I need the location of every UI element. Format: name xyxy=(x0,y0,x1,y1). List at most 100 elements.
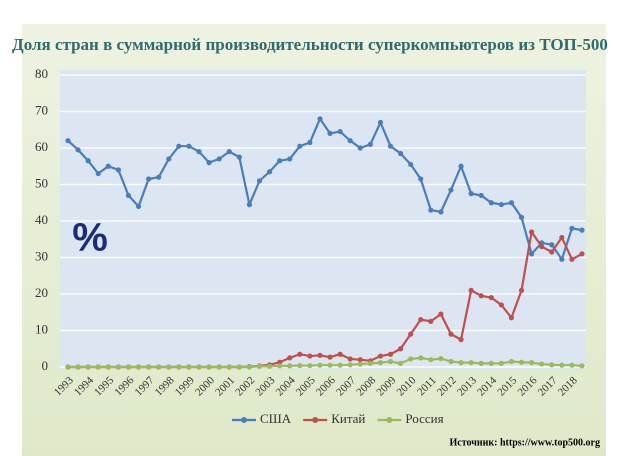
data-point xyxy=(468,287,474,293)
data-point xyxy=(307,139,313,146)
data-point xyxy=(367,141,373,147)
legend-marker xyxy=(241,417,247,423)
y-tick-label: 20 xyxy=(35,285,48,300)
data-point xyxy=(327,130,333,136)
data-point xyxy=(206,364,212,370)
data-point xyxy=(246,201,253,208)
data-point xyxy=(327,362,333,368)
data-point xyxy=(418,355,424,361)
data-point xyxy=(387,351,394,357)
data-point xyxy=(498,302,504,308)
data-point xyxy=(508,358,515,365)
data-point xyxy=(377,119,384,126)
y-tick-label: 10 xyxy=(35,321,48,336)
data-point xyxy=(206,160,212,166)
data-point xyxy=(186,143,192,149)
data-point xyxy=(418,316,424,323)
data-point xyxy=(226,149,232,155)
data-point xyxy=(518,287,525,293)
data-point xyxy=(85,158,91,164)
data-point xyxy=(95,170,101,177)
data-point xyxy=(458,360,464,366)
data-point xyxy=(85,364,91,370)
plot-area xyxy=(60,70,586,370)
data-point xyxy=(186,364,192,370)
data-point xyxy=(65,138,71,144)
data-point xyxy=(529,360,535,366)
data-point xyxy=(297,362,303,369)
data-point xyxy=(498,201,504,208)
data-point xyxy=(146,364,152,370)
data-point xyxy=(478,293,484,299)
data-point xyxy=(549,249,555,255)
data-point xyxy=(297,143,303,149)
data-point xyxy=(468,360,474,366)
data-point xyxy=(478,192,484,199)
data-point xyxy=(236,154,242,160)
data-point xyxy=(125,364,132,370)
data-point xyxy=(569,225,575,231)
data-point xyxy=(458,163,464,169)
data-point xyxy=(448,358,454,365)
data-point xyxy=(277,363,283,369)
data-point xyxy=(266,169,273,175)
data-point xyxy=(478,360,484,366)
data-point xyxy=(256,178,263,184)
data-point xyxy=(357,145,363,151)
data-point xyxy=(216,364,222,370)
data-point xyxy=(347,362,353,368)
data-point xyxy=(266,363,273,369)
data-point xyxy=(277,158,283,164)
data-point xyxy=(347,138,353,144)
data-point xyxy=(387,358,394,365)
data-point xyxy=(529,229,535,235)
data-point xyxy=(166,156,172,162)
data-point xyxy=(377,360,384,366)
legend-label: Россия xyxy=(405,411,443,426)
y-tick-label: 70 xyxy=(35,102,48,117)
y-tick-label: 50 xyxy=(35,175,48,190)
data-point xyxy=(428,318,434,324)
legend-marker xyxy=(312,417,319,423)
data-point xyxy=(105,163,111,169)
data-point xyxy=(115,167,121,173)
data-point xyxy=(176,143,182,149)
data-point xyxy=(397,150,404,157)
data-point xyxy=(357,357,363,363)
data-point xyxy=(277,359,283,365)
data-point xyxy=(317,116,323,122)
data-point xyxy=(317,352,323,358)
data-point xyxy=(125,192,132,199)
data-point xyxy=(539,361,545,367)
data-point xyxy=(579,251,585,257)
data-point xyxy=(146,176,152,182)
data-point xyxy=(196,149,202,155)
data-point xyxy=(579,363,585,369)
data-point xyxy=(115,364,121,370)
data-point xyxy=(176,364,182,370)
data-point xyxy=(317,362,323,368)
source-note: Источник: https://www.top500.org xyxy=(450,437,601,448)
data-point xyxy=(387,143,394,149)
chart-title: Доля стран в суммарной производительност… xyxy=(12,35,608,54)
data-point xyxy=(156,364,162,370)
series-line xyxy=(68,356,583,369)
data-point xyxy=(458,337,464,343)
data-point xyxy=(569,256,575,262)
data-point xyxy=(559,362,565,368)
data-point xyxy=(448,331,454,337)
data-point xyxy=(518,359,525,365)
series-line xyxy=(67,116,583,262)
data-point xyxy=(297,351,303,357)
data-point xyxy=(488,360,494,366)
data-point xyxy=(397,346,404,352)
data-point xyxy=(337,362,343,368)
data-point xyxy=(529,251,535,257)
legend-label: Китай xyxy=(331,411,365,426)
data-point xyxy=(135,203,142,209)
data-point xyxy=(256,363,263,369)
legend-marker xyxy=(386,417,393,423)
data-point xyxy=(569,362,575,368)
data-point xyxy=(287,156,293,162)
data-point xyxy=(428,357,434,363)
